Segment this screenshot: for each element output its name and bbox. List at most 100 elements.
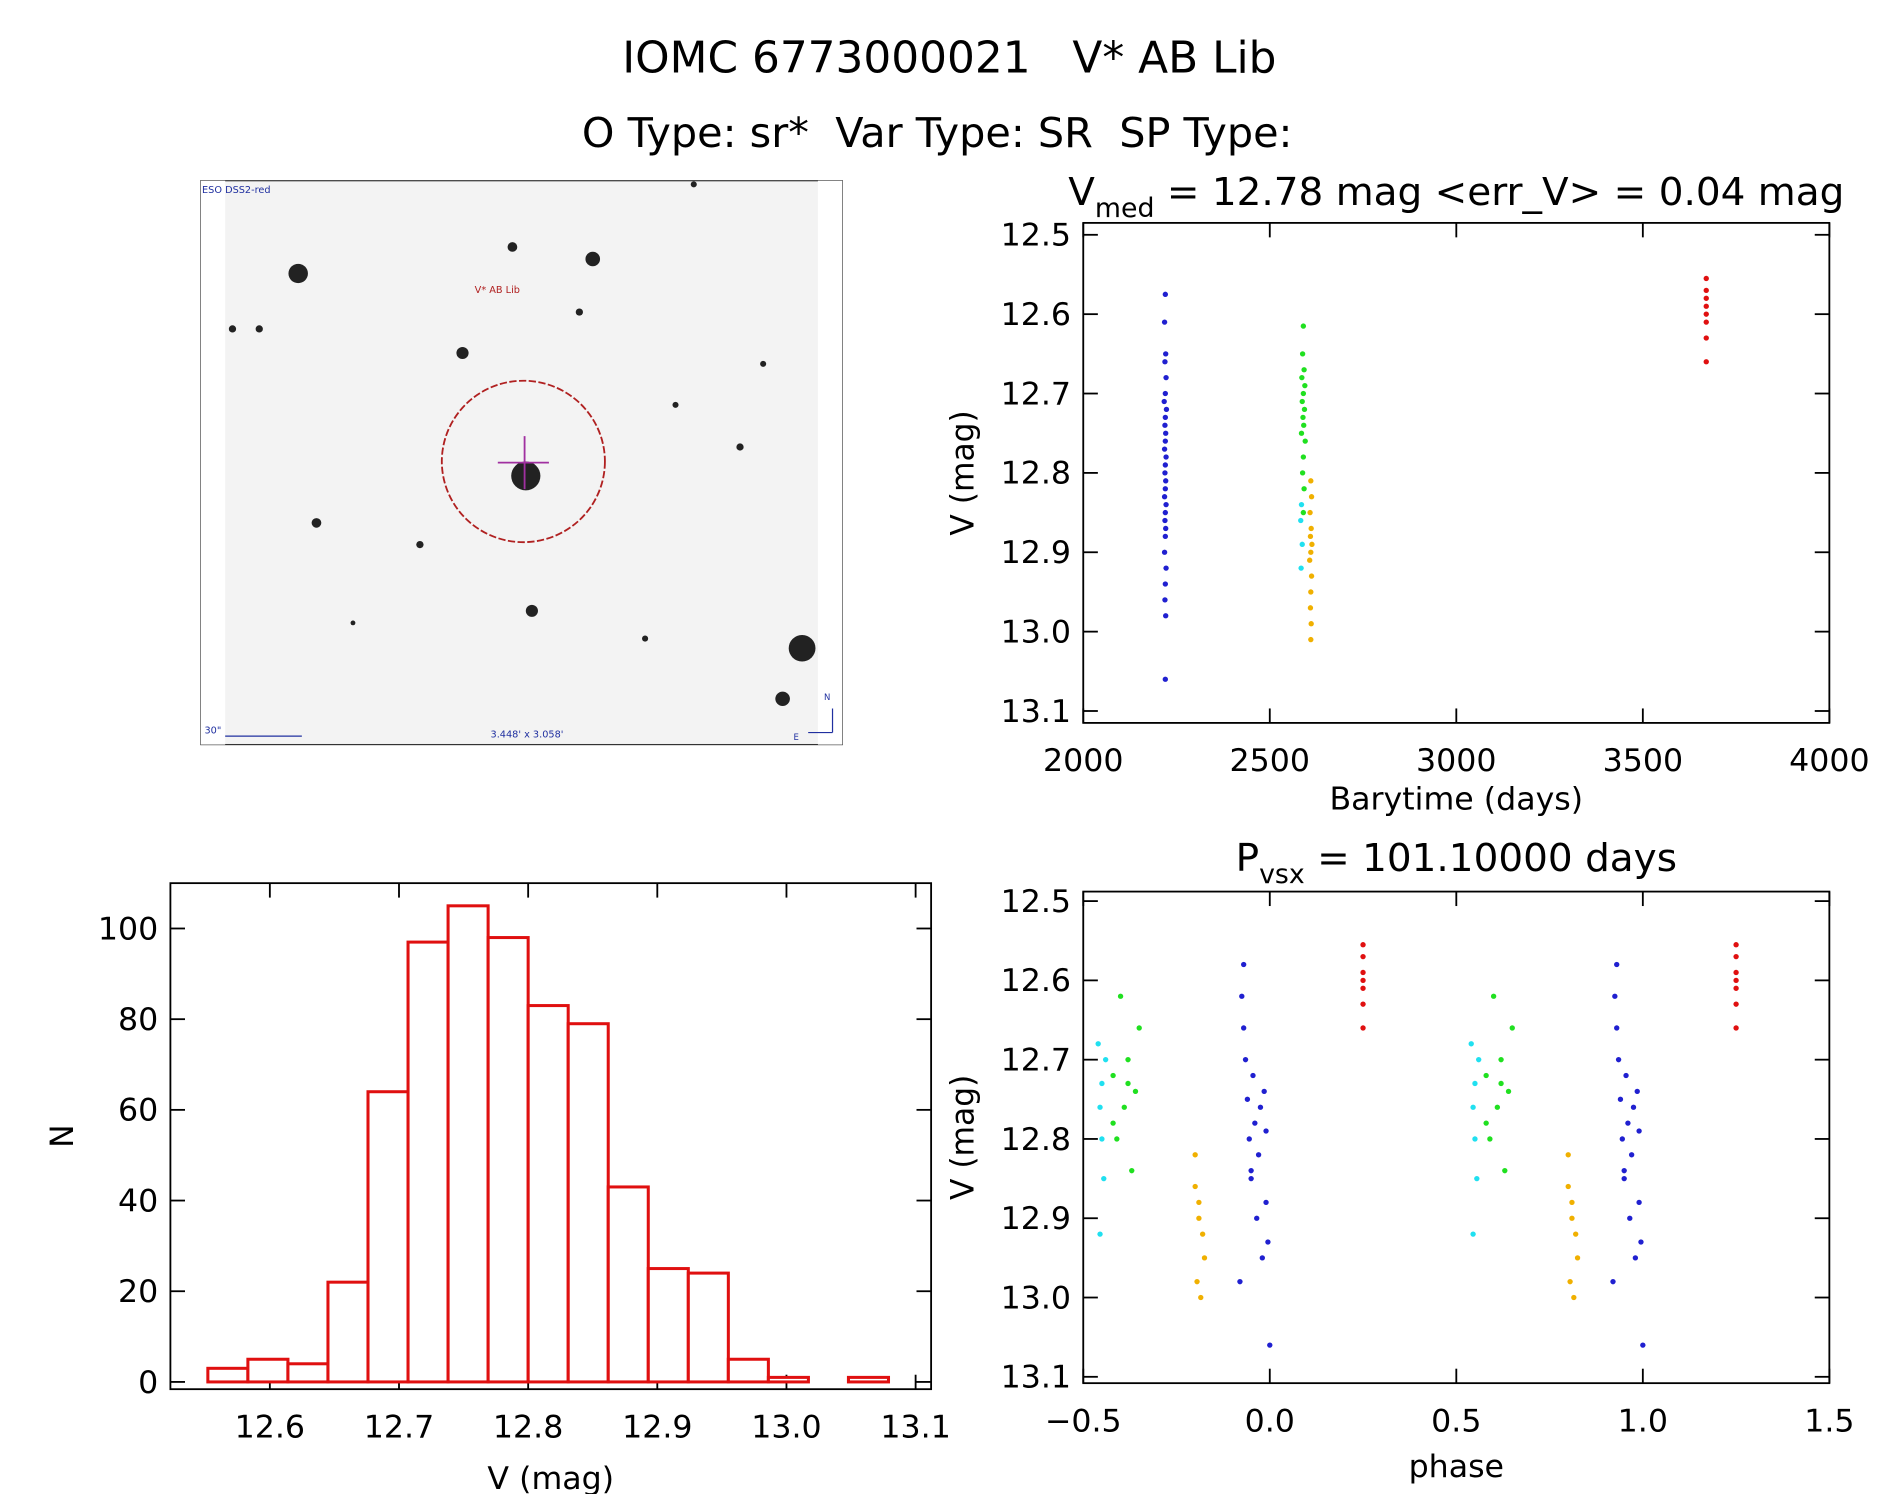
data-point [1567, 1279, 1573, 1285]
chart-title: Vmed = 12.78 mag <err_V> = 0.04 mag [1068, 170, 1844, 224]
data-point [1163, 454, 1169, 460]
data-point [1196, 1215, 1202, 1221]
y-tick-label: 13.0 [1001, 615, 1071, 651]
y-tick-label: 12.6 [1001, 963, 1071, 999]
field-size: 3.448' x 3.058' [491, 729, 564, 740]
scale-bar [225, 708, 834, 737]
data-point [1703, 335, 1709, 341]
data-point [1703, 275, 1709, 282]
y-tick-label: 12.9 [1001, 535, 1071, 571]
data-point [1300, 390, 1307, 397]
figure-subtitle: O Type: sr* Var Type: SR SP Type: [582, 109, 1293, 157]
data-point [1161, 549, 1168, 555]
y-axis-label: N [45, 1124, 81, 1147]
data-point [1307, 605, 1314, 611]
data-point [1117, 993, 1124, 999]
data-point [1237, 1279, 1243, 1285]
data-point [1614, 1025, 1620, 1031]
x-tick-label: 2000 [1043, 743, 1123, 779]
data-point [1299, 541, 1305, 547]
data-point [1502, 1168, 1508, 1174]
scale-label: 30" [204, 726, 221, 737]
data-point [1102, 1057, 1109, 1063]
data-point [1298, 517, 1304, 524]
data-point [1254, 1215, 1260, 1221]
data-point [1099, 1136, 1105, 1142]
data-point [1097, 1231, 1103, 1237]
data-point [1163, 613, 1169, 619]
x-tick-label: 3500 [1603, 743, 1683, 779]
y-tick-label: 20 [118, 1274, 158, 1310]
data-point [1199, 1231, 1206, 1237]
data-point [1095, 1041, 1101, 1047]
y-axis-label: V (mag) [946, 410, 982, 535]
data-point [1494, 1104, 1501, 1110]
data-point [1565, 1152, 1571, 1158]
data-point [1163, 351, 1169, 357]
data-point [1308, 478, 1314, 484]
data-point [1162, 390, 1169, 397]
x-tick-label: −0.5 [1045, 1403, 1122, 1439]
data-point [1255, 1152, 1262, 1158]
survey-label: ESO DSS2-red [202, 185, 271, 196]
data-point [1498, 1080, 1504, 1087]
data-point [1733, 1001, 1739, 1007]
data-point [1733, 977, 1739, 984]
data-point [1627, 1215, 1633, 1221]
data-point [1308, 549, 1314, 555]
histogram-bar [646, 1267, 690, 1384]
data-point [1192, 1183, 1198, 1190]
title-subscript: vsx [1259, 859, 1305, 890]
data-point [1565, 1183, 1571, 1190]
y-tick-label: 13.1 [1001, 694, 1071, 730]
y-axis-label: V (mag) [946, 1075, 982, 1200]
data-point [1733, 953, 1739, 960]
data-point [1617, 1096, 1624, 1102]
data-point [1163, 375, 1169, 381]
data-point [1571, 1294, 1577, 1301]
stars [228, 181, 816, 707]
data-point [1308, 494, 1315, 500]
data-point [1483, 1072, 1489, 1079]
data-point [1252, 1120, 1258, 1126]
data-point [1610, 1279, 1616, 1285]
data-point [1163, 406, 1170, 413]
data-point [1110, 1072, 1116, 1079]
data-point [1470, 1231, 1476, 1237]
data-point [1301, 367, 1307, 373]
east-label: E [794, 732, 799, 742]
data-point [1301, 422, 1307, 428]
image-margin [817, 180, 843, 745]
histogram-bar [406, 940, 450, 1384]
data-point [1308, 525, 1314, 532]
data-point [1161, 494, 1168, 500]
y-tick-label: 40 [118, 1184, 158, 1220]
data-point [1257, 1104, 1264, 1110]
x-tick-label: 13.0 [751, 1410, 821, 1446]
histogram-bar [206, 1366, 250, 1384]
data-point [1162, 291, 1169, 297]
data-point [1619, 1136, 1625, 1142]
data-point [1162, 359, 1168, 365]
data-point [1299, 351, 1306, 357]
data-point [1621, 1168, 1627, 1174]
data-point [1114, 1136, 1120, 1142]
data-point [1472, 1080, 1478, 1087]
data-point [1162, 486, 1169, 492]
y-tick-label: 12.5 [1001, 884, 1071, 920]
data-point [1628, 1152, 1635, 1158]
data-point [1298, 430, 1305, 436]
data-point [1703, 319, 1709, 325]
x-tick-label: 3000 [1416, 743, 1496, 779]
x-tick-label: 1.0 [1618, 1403, 1668, 1439]
data-point [1470, 1104, 1476, 1110]
data-point [1302, 382, 1308, 389]
histogram-bar [566, 1022, 610, 1384]
y-tick-label: 12.8 [1001, 456, 1071, 492]
data-point [1136, 1025, 1142, 1031]
title-part: = 101.10000 days [1305, 836, 1677, 881]
data-point [1263, 1199, 1269, 1206]
x-tick-label: 4000 [1789, 743, 1869, 779]
